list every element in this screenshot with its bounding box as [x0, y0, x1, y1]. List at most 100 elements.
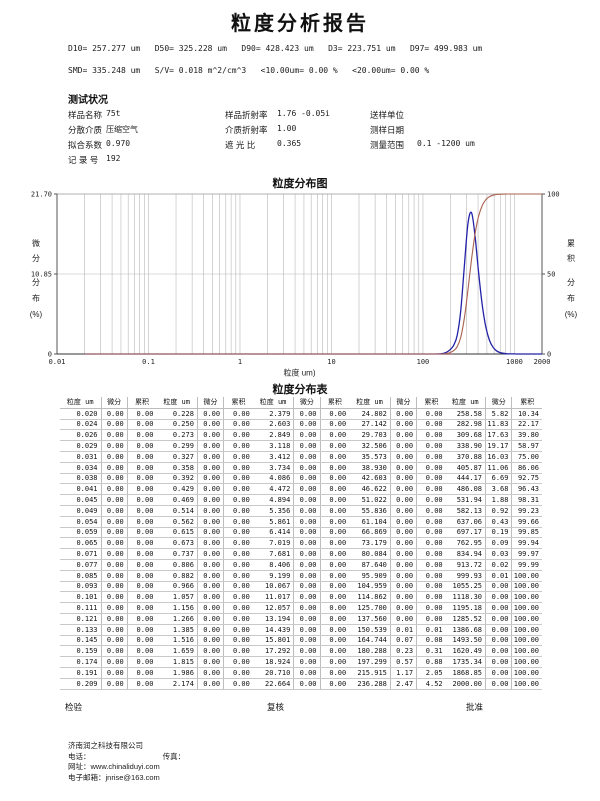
condition-row: 拟合系数 0.970 遮 光 比 0.365 测量范围 0.1 -1200 um: [68, 137, 573, 152]
table-cell: 0.327: [156, 451, 198, 463]
table-cell: 5.82: [485, 408, 512, 420]
table-cell: 0.00: [100, 678, 128, 690]
table-cell: 0.00: [126, 635, 157, 647]
table-cell: 0.00: [223, 548, 253, 560]
table-row: 0.737 0.00 0.00: [156, 548, 253, 560]
table-cell: 0.00: [293, 516, 321, 528]
table-cell: 58.97: [511, 440, 543, 452]
table-cell: 0.00: [223, 591, 253, 604]
table-row: 15.801 0.00 0.00: [252, 635, 350, 647]
table-cell: 0.00: [126, 613, 157, 625]
table-cell: 0.00: [100, 451, 128, 463]
table-cell: 0.00: [293, 678, 321, 690]
table-cell: 0.299: [156, 440, 198, 452]
table-cell: 4.086: [252, 473, 294, 485]
table-cell: 100.00: [511, 602, 543, 614]
table-row: 0.041 0.00 0.00: [60, 483, 157, 496]
table-row: 4.086 0.00 0.00: [252, 473, 350, 485]
table-cell: 0.00: [416, 516, 446, 528]
table-row: 66.869 0.00 0.00: [349, 527, 446, 539]
x-tick-label: 10: [327, 358, 335, 366]
table-cell: 0.00: [485, 602, 512, 614]
table-cell: 0.00: [126, 678, 157, 690]
table-cell: 0.00: [293, 602, 321, 614]
table-row: 197.299 0.57 0.88: [349, 656, 446, 668]
table-cell: 61.104: [349, 516, 391, 528]
table-row: 1195.18 0.00 100.00: [445, 602, 543, 614]
table-row: 1118.30 0.00 100.00: [445, 591, 543, 604]
table-cell: 0.23: [389, 645, 417, 658]
table-cell: 0.071: [60, 548, 102, 560]
summary-stats-line-2: SMD= 335.248 um S/V= 0.018 m^2/cm^3 <10.…: [68, 66, 430, 75]
table-cell: 16.03: [485, 451, 512, 463]
table-cell: 0.00: [416, 527, 446, 539]
table-cell: 0.00: [485, 581, 512, 593]
table-row: 51.022 0.00 0.00: [349, 494, 446, 506]
table-cell: 75.00: [511, 451, 543, 463]
table-cell: 0.00: [389, 570, 417, 582]
table-row: 55.836 0.00 0.00: [349, 505, 446, 517]
left-tick-label: 21.70: [31, 191, 52, 199]
table-row: 0.093 0.00 0.00: [60, 581, 157, 593]
condition-value: 192: [106, 153, 121, 163]
table-cell: 1.385: [156, 624, 198, 636]
table-cell: 0.00: [223, 656, 253, 668]
table-cell: 4.52: [416, 678, 446, 690]
table-row: 0.673 0.00 0.00: [156, 537, 253, 550]
y-axis-right-title-char: 累: [567, 239, 575, 248]
table-cell: 0.00: [196, 516, 224, 528]
table-cell: 0.00: [223, 462, 253, 474]
table-cell: 98.31: [511, 494, 543, 506]
table-cell: 0.191: [60, 667, 102, 679]
table-cell: 0.88: [416, 656, 446, 668]
column-header: 微分: [389, 397, 417, 409]
table-cell: 100.00: [511, 624, 543, 636]
y-axis-left-title-char: 微: [32, 238, 40, 248]
table-row: 0.145 0.00 0.00: [60, 635, 157, 647]
table-cell: 0.00: [293, 462, 321, 474]
table-cell: 1.266: [156, 613, 198, 625]
table-cell: 137.560: [349, 613, 391, 625]
table-cell: 0.00: [223, 451, 253, 463]
table-cell: 0.00: [100, 602, 128, 614]
table-cell: 11.83: [485, 419, 512, 431]
table-row: 0.273 0.00 0.00: [156, 429, 253, 442]
table-cell: 0.00: [196, 570, 224, 582]
table-row: 0.059 0.00 0.00: [60, 527, 157, 539]
table-cell: 0.00: [416, 613, 446, 625]
column-header: 粒度 um: [445, 397, 486, 409]
table-cell: 10.067: [252, 581, 294, 593]
table-cell: 0.00: [223, 570, 253, 582]
table-cell: 0.00: [223, 602, 253, 614]
table-cell: 0.00: [319, 635, 350, 647]
table-row: 0.882 0.00 0.00: [156, 570, 253, 582]
table-cell: 0.429: [156, 483, 198, 496]
particle-size-distribution-table: 粒度 um 微分 累积 0.020 0.00 0.00 0.024 0.00 0.00 0.026…: [60, 397, 543, 690]
email-line: 电子邮箱：jnrise@163.com: [68, 773, 185, 784]
table-cell: 405.87: [445, 462, 486, 474]
condition-label: 记 录 号: [68, 154, 99, 165]
table-cell: 0.00: [196, 494, 224, 506]
table-group: 粒度 um 微分 累积 24.802 0.00 0.00 27.142 0.00 0.00 29.…: [349, 397, 446, 690]
table-group: 粒度 um 微分 累积 2.379 0.00 0.00 2.603 0.00 0.00 2.849…: [252, 397, 350, 690]
table-cell: 0.00: [126, 494, 157, 506]
table-cell: 0.00: [223, 505, 253, 517]
table-cell: 0.00: [223, 408, 253, 420]
table-row: 164.744 0.07 0.08: [349, 635, 446, 647]
table-cell: 0.00: [416, 570, 446, 582]
table-cell: 0.00: [389, 559, 417, 571]
signature-row: 检验 复核 批准: [0, 701, 600, 715]
condition-label: 样品名称: [68, 109, 103, 120]
table-cell: 0.101: [60, 591, 102, 604]
table-cell: 0.020: [60, 408, 102, 420]
table-cell: 42.603: [349, 473, 391, 485]
table-cell: 0.00: [126, 462, 157, 474]
table-cell: 55.836: [349, 505, 391, 517]
column-header: 累积: [126, 397, 157, 409]
table-cell: 0.00: [389, 548, 417, 560]
table-row: 258.58 5.82 10.34: [445, 408, 543, 420]
table-cell: 96.43: [511, 483, 543, 496]
table-row: 0.250 0.00 0.00: [156, 419, 253, 431]
table-cell: 1.17: [389, 667, 417, 679]
